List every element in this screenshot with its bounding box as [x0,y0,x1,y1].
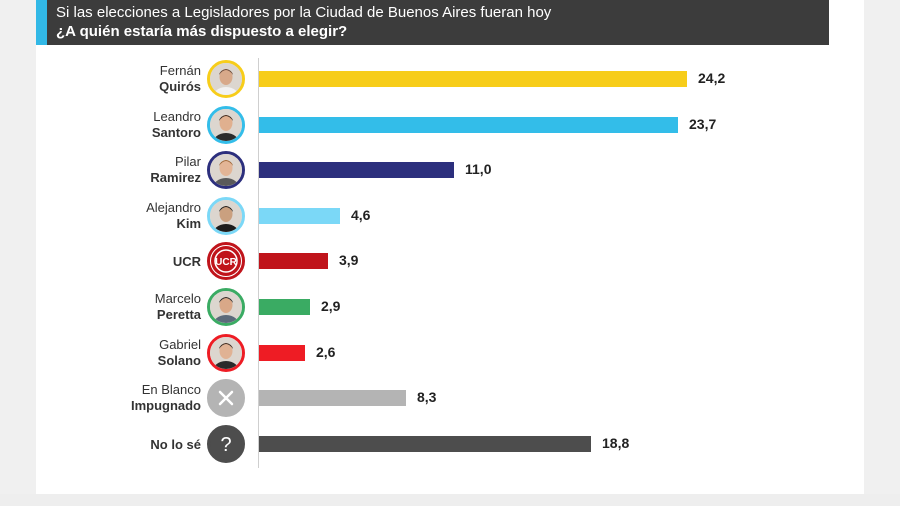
bottom-strip [0,494,900,506]
bar-row: No lo sé? 18,8 [0,422,900,468]
chart-axis-line [258,58,259,468]
bar [259,436,591,452]
label-line1: En Blanco [141,382,201,397]
x-mark-icon [207,379,245,417]
label-line1: Fernán [159,63,201,78]
bar-value-label: 3,9 [339,252,359,268]
person-photo-icon [207,334,245,372]
label-line2: Peretta [156,307,201,322]
bar-category-label: Alejandro Kim [81,200,201,232]
person-photo-icon [207,151,245,189]
bar-value-label: 8,3 [417,389,437,405]
label-line2: Quirós [159,79,201,94]
bar-category-label: Gabriel Solano [81,337,201,369]
label-line1: Leandro [153,109,201,124]
header-accent-bar [36,0,47,45]
bar-category-label: Leandro Santoro [81,109,201,141]
person-photo-icon [207,197,245,235]
bar [259,345,305,361]
bar-category-label: Fernán Quirós [81,63,201,95]
person-photo-icon [207,60,245,98]
bar-category-label: No lo sé [81,437,201,453]
bar [259,208,340,224]
label-line1: Gabriel [159,337,201,352]
bar-row: Marcelo Peretta 2,9 [0,285,900,331]
bar [259,253,328,269]
bar-category-label: Pilar Ramirez [81,154,201,186]
label-line2: Ramirez [150,170,201,185]
bar-category-label: UCR [81,254,201,270]
label-line2: Impugnado [130,398,201,413]
svg-text:UCR: UCR [215,257,237,268]
bar-row: Gabriel Solano 2,6 [0,331,900,377]
bar-row: Leandro Santoro 23,7 [0,103,900,149]
chart-header: Si las elecciones a Legisladores por la … [36,0,829,45]
label-line2: Santoro [151,125,201,140]
bar-row: UCR UCR 3,9 [0,239,900,285]
label-line2: Solano [157,353,201,368]
label-line2: UCR [172,254,201,269]
label-line2: No lo sé [150,437,201,452]
bar-row: Pilar Ramirez 11,0 [0,148,900,194]
label-line1: Alejandro [146,200,201,215]
svg-text:?: ? [220,434,231,456]
question-mark-icon: ? [207,425,245,463]
bar-value-label: 11,0 [465,161,492,177]
bar-category-label: En Blanco Impugnado [81,382,201,414]
header-question-line1: Si las elecciones a Legisladores por la … [56,4,552,21]
ucr-logo-icon: UCR [207,242,245,280]
bar-value-label: 2,6 [316,344,336,360]
bar-value-label: 24,2 [698,70,726,86]
label-line2: Kim [176,216,201,231]
label-line1: Marcelo [154,291,201,306]
bar-value-label: 18,8 [602,435,630,451]
bar-value-label: 23,7 [689,116,717,132]
bar-category-label: Marcelo Peretta [81,291,201,323]
bar [259,117,678,133]
bar-value-label: 4,6 [351,207,371,223]
bar [259,162,454,178]
bar-row: Alejandro Kim 4,6 [0,194,900,240]
bar [259,299,310,315]
bar-value-label: 2,9 [321,298,341,314]
bar [259,71,687,87]
bar-row: Fernán Quirós 24,2 [0,57,900,103]
header-question-line2: ¿A quién estaría más dispuesto a elegir? [56,23,348,40]
bar-row: En Blanco Impugnado 8,3 [0,376,900,422]
label-line1: Pilar [174,154,201,169]
bar [259,390,406,406]
person-photo-icon [207,106,245,144]
person-photo-icon [207,288,245,326]
